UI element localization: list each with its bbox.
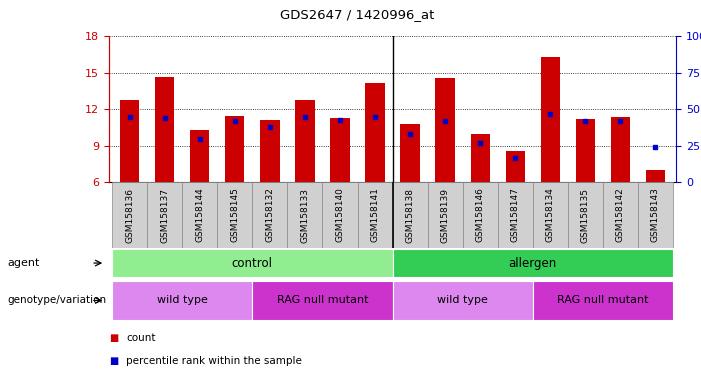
Bar <box>393 249 673 277</box>
Bar <box>112 281 252 320</box>
Bar <box>155 77 175 182</box>
Bar <box>322 182 358 248</box>
Text: GSM158146: GSM158146 <box>476 188 484 243</box>
Text: GSM158133: GSM158133 <box>301 188 309 243</box>
Text: GSM158132: GSM158132 <box>266 188 274 243</box>
Bar <box>217 182 252 248</box>
Text: RAG null mutant: RAG null mutant <box>557 295 648 306</box>
Bar <box>603 182 638 248</box>
Bar <box>182 182 217 248</box>
Bar <box>470 134 490 182</box>
Text: GSM158145: GSM158145 <box>231 188 239 243</box>
Bar <box>330 118 350 182</box>
Text: allergen: allergen <box>509 257 557 270</box>
Bar <box>435 78 455 182</box>
Bar <box>190 130 210 182</box>
Text: GSM158147: GSM158147 <box>511 188 519 243</box>
Text: RAG null mutant: RAG null mutant <box>277 295 368 306</box>
Bar <box>295 100 315 182</box>
Bar <box>428 182 463 248</box>
Bar <box>393 182 428 248</box>
Bar <box>533 182 568 248</box>
Bar <box>365 83 385 182</box>
Text: GSM158138: GSM158138 <box>406 188 414 243</box>
Bar <box>611 117 630 182</box>
Text: GSM158134: GSM158134 <box>546 188 554 243</box>
Text: GSM158142: GSM158142 <box>616 188 625 242</box>
Bar <box>252 281 393 320</box>
Bar <box>252 182 287 248</box>
Text: control: control <box>232 257 273 270</box>
Text: ■: ■ <box>109 333 118 343</box>
Bar <box>540 57 560 182</box>
Text: ■: ■ <box>109 356 118 366</box>
Bar <box>358 182 393 248</box>
Bar <box>260 121 280 182</box>
Bar <box>112 182 147 248</box>
Bar <box>225 116 245 182</box>
Bar <box>505 151 525 182</box>
Text: GSM158140: GSM158140 <box>336 188 344 243</box>
Bar <box>120 100 139 182</box>
Bar <box>576 119 595 182</box>
Bar <box>147 182 182 248</box>
Text: GSM158143: GSM158143 <box>651 188 660 243</box>
Text: GSM158141: GSM158141 <box>371 188 379 243</box>
Bar <box>463 182 498 248</box>
Bar <box>393 281 533 320</box>
Bar <box>287 182 322 248</box>
Bar <box>568 182 603 248</box>
Text: GSM158137: GSM158137 <box>161 188 169 243</box>
Text: wild type: wild type <box>157 295 207 306</box>
Text: GSM158139: GSM158139 <box>441 188 449 243</box>
Bar <box>400 124 420 182</box>
Bar <box>498 182 533 248</box>
Text: GSM158144: GSM158144 <box>196 188 204 242</box>
Text: agent: agent <box>7 258 39 268</box>
Text: wild type: wild type <box>437 295 488 306</box>
Bar <box>112 249 393 277</box>
Text: GSM158135: GSM158135 <box>581 188 590 243</box>
Text: GDS2647 / 1420996_at: GDS2647 / 1420996_at <box>280 8 435 21</box>
Bar <box>646 170 665 182</box>
Bar <box>533 281 673 320</box>
Text: count: count <box>126 333 156 343</box>
Bar <box>638 182 673 248</box>
Text: genotype/variation: genotype/variation <box>7 295 106 306</box>
Text: percentile rank within the sample: percentile rank within the sample <box>126 356 302 366</box>
Text: GSM158136: GSM158136 <box>125 188 134 243</box>
